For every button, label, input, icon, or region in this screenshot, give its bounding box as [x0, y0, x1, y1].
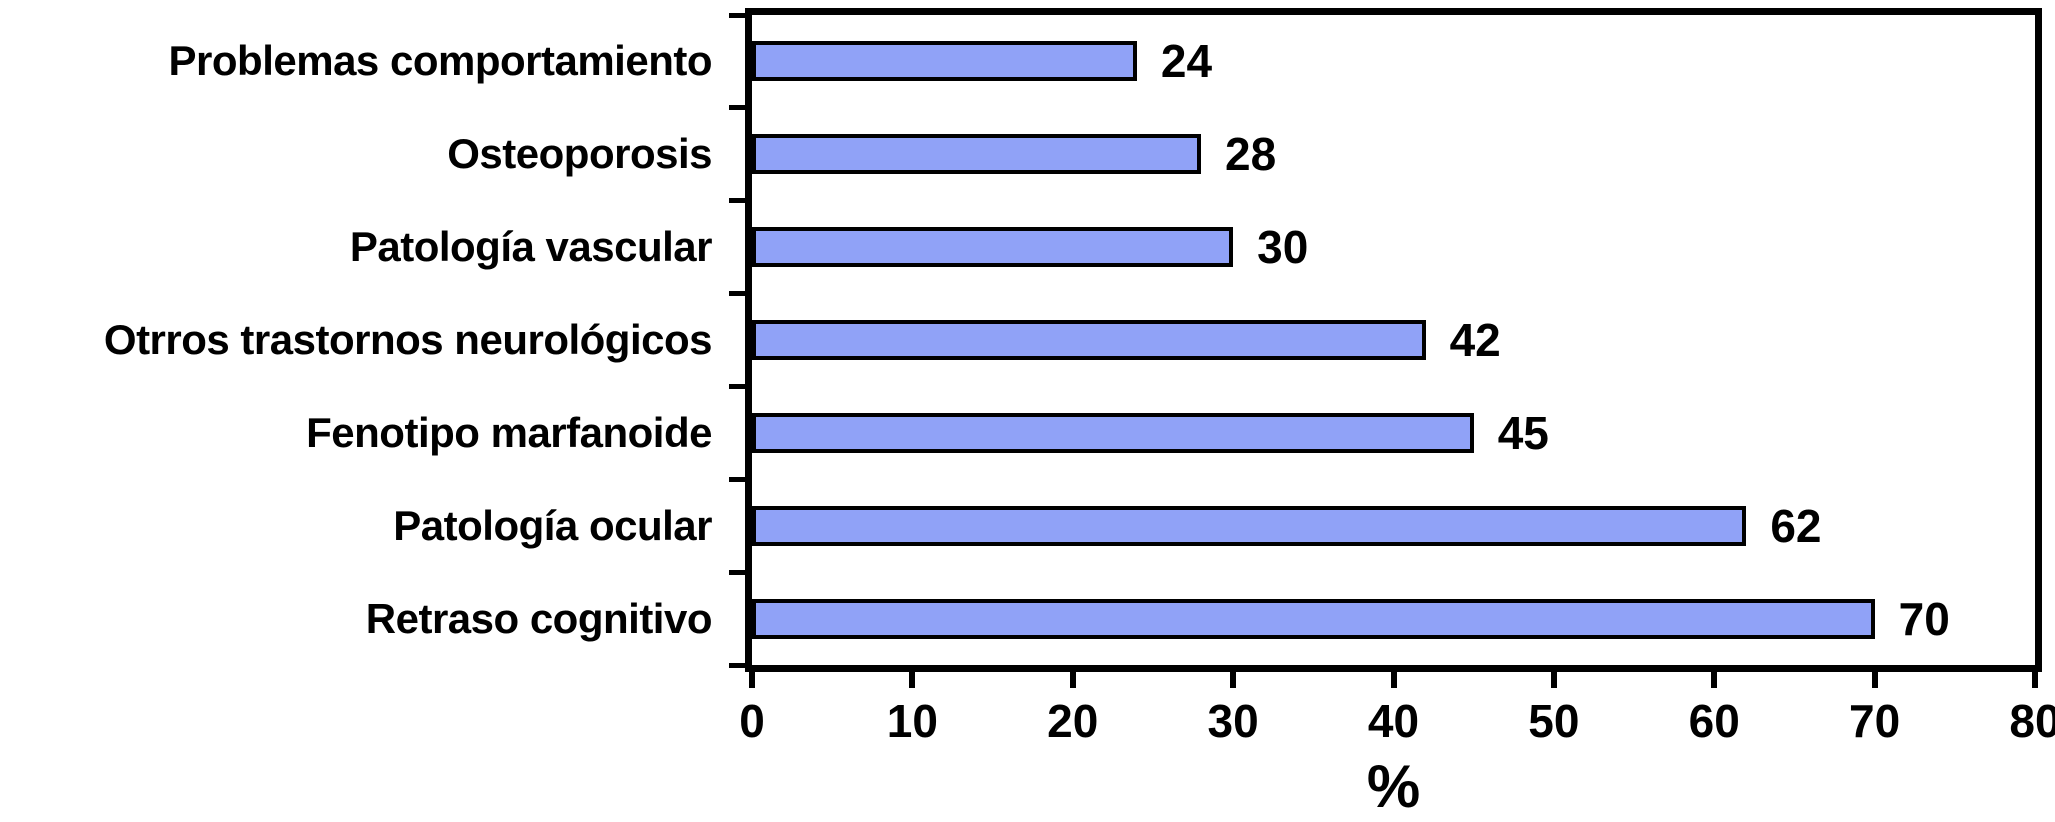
x-axis-tick-label: 60: [1688, 695, 1740, 747]
category-label: Patología vascular: [349, 223, 713, 271]
category-label: Osteoporosis: [447, 130, 712, 178]
bar-value-label: 24: [1160, 35, 1213, 88]
x-axis-tick-label: 20: [1047, 695, 1099, 747]
x-axis-tick-label: 30: [1207, 695, 1259, 747]
category-label: Fenotipo marfanoide: [306, 408, 712, 456]
x-axis-tick: [749, 672, 755, 688]
category-label: Patología ocular: [393, 501, 712, 549]
category-label: Retraso cognitivo: [365, 594, 713, 642]
bar: [752, 598, 1875, 639]
x-axis-tick: [1230, 672, 1237, 688]
y-axis-tick: [729, 476, 745, 482]
bar-value-label: 42: [1449, 314, 1501, 366]
x-axis-tick: [1711, 672, 1718, 688]
y-axis-tick: [729, 105, 745, 111]
bar: [752, 412, 1474, 453]
bar-value-label: 28: [1225, 128, 1277, 181]
x-axis-tick: [2032, 672, 2038, 688]
x-axis-tick: [909, 672, 916, 688]
bar: [752, 505, 1747, 546]
y-axis-tick: [729, 291, 745, 297]
y-axis-tick: [729, 662, 745, 668]
bar: [752, 41, 1137, 82]
plot-area: [745, 8, 2042, 672]
bar: [752, 227, 1234, 268]
x-axis-tick: [1871, 672, 1878, 688]
bar-value-label: 70: [1898, 592, 1950, 645]
x-axis-tick: [1390, 672, 1397, 688]
y-axis-tick: [729, 198, 745, 204]
x-axis-tick-label: 10: [886, 695, 938, 747]
category-label-column: Problemas comportamiento Osteoporosis Pato…: [0, 15, 713, 665]
bar-value-label: 30: [1257, 221, 1309, 274]
category-label: Problemas comportamiento: [168, 37, 713, 85]
y-axis-tick: [729, 383, 745, 389]
x-axis-tick-label: 70: [1849, 695, 1901, 747]
bar-value-label: 62: [1770, 499, 1822, 552]
x-axis-title: %: [1366, 753, 1421, 820]
bar: [752, 320, 1426, 360]
bar-value-label: 45: [1497, 406, 1549, 459]
x-axis-tick: [1069, 672, 1076, 688]
bar: [752, 134, 1202, 175]
x-axis-tick: [1550, 672, 1557, 688]
x-axis-tick-label: 50: [1528, 695, 1580, 747]
category-label: Otrros trastornos neurológicos: [103, 315, 713, 363]
y-axis-tick: [729, 12, 745, 18]
x-axis-tick-label: 80: [2009, 695, 2055, 747]
y-axis-tick: [729, 569, 745, 575]
x-axis-tick-label: 40: [1367, 695, 1420, 747]
x-axis-tick-label: 0: [739, 695, 765, 747]
